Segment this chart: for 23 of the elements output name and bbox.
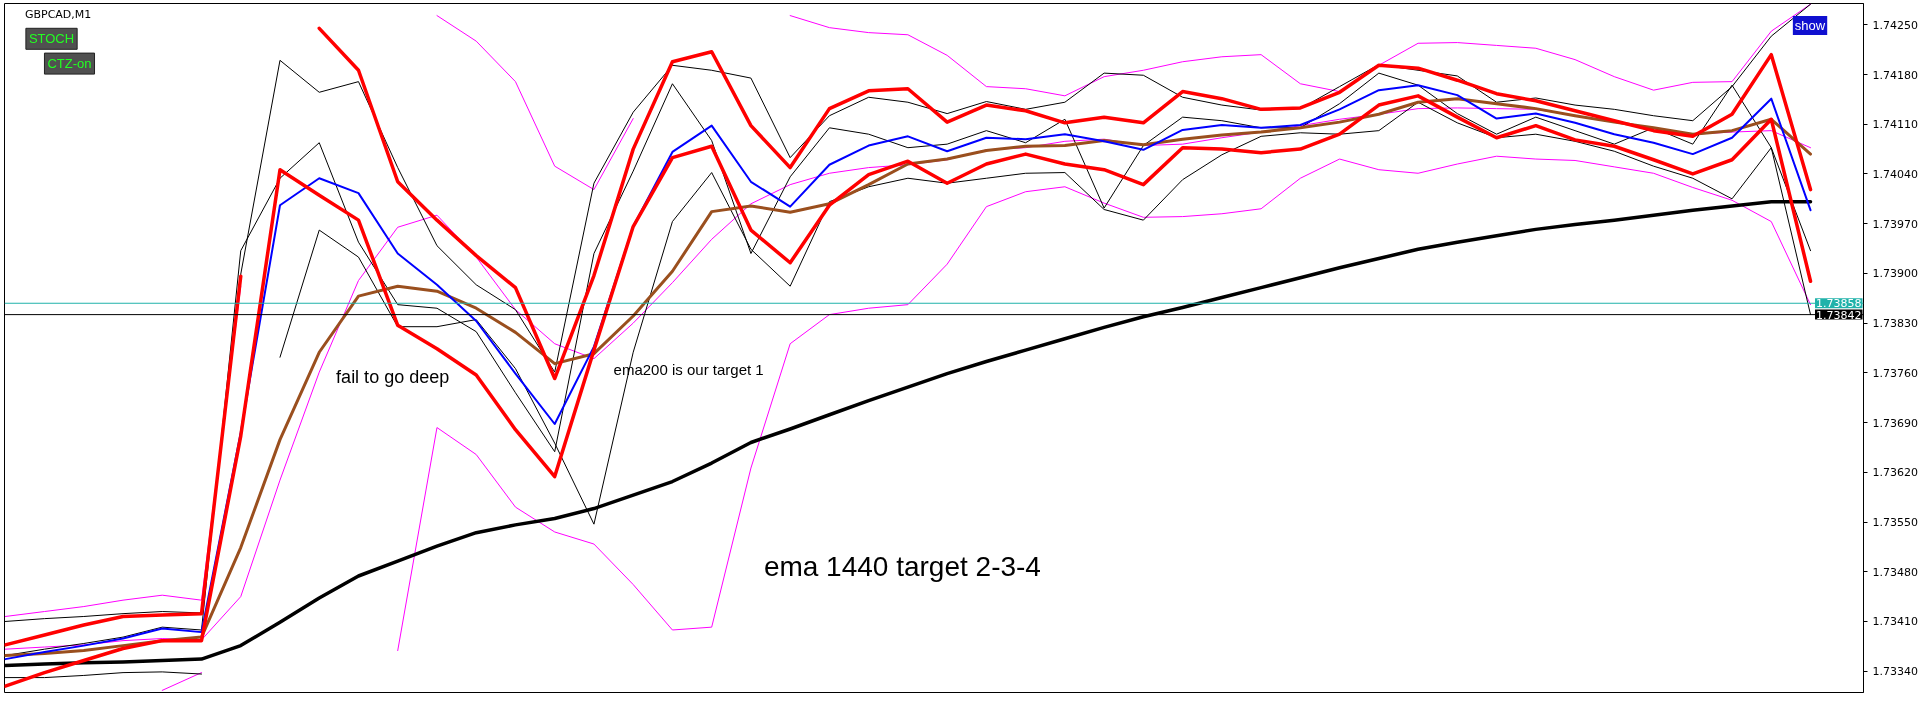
y-tick-label: 1.74180 [1872, 68, 1918, 82]
y-tick-label: 1.74040 [1872, 167, 1918, 181]
y-tick-label: 1.73760 [1872, 366, 1918, 380]
annotation: ema200 is our target 1 [613, 361, 764, 379]
y-tick-label: 1.73410 [1872, 615, 1918, 629]
y-tick-label: 1.74110 [1872, 118, 1918, 132]
y-tick-label: 1.74250 [1872, 18, 1918, 32]
annotation: STOCH [28, 31, 75, 47]
y-tick-label: 1.73970 [1872, 217, 1918, 231]
annotation: ema 1440 target 2-3-4 [763, 551, 1041, 583]
y-tick-label: 1.73340 [1872, 665, 1918, 679]
y-tick-label: 1.73900 [1872, 267, 1918, 281]
y-tick-label: 1.73830 [1872, 317, 1918, 331]
ref-line-label: 1.73858 [1816, 297, 1862, 311]
chart-title: GBPCAD,M1 [24, 7, 92, 21]
y-tick-label: 1.73550 [1872, 516, 1918, 530]
y-tick-label: 1.73620 [1872, 466, 1918, 480]
annotation: fail to go deep [336, 367, 450, 388]
annotation: show [1794, 17, 1826, 33]
y-tick-label: 1.73480 [1872, 565, 1918, 579]
y-tick-label: 1.73690 [1872, 416, 1918, 430]
annotation: CTZ-on [47, 56, 92, 72]
ref-line-label: 1.73842 [1816, 308, 1862, 322]
